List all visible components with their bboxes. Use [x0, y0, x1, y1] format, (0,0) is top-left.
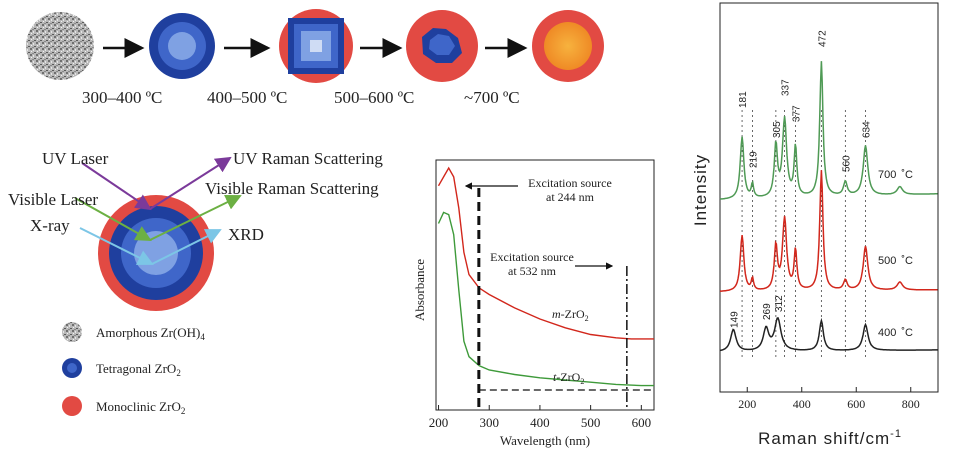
raman-temp-500: 500 ˚C	[878, 255, 913, 267]
xray-arrow	[79, 227, 154, 265]
xray-label: X-ray	[30, 216, 70, 235]
probe-diagram: UV Laser UV Raman Scattering Visible Las…	[8, 149, 383, 311]
raman-ylabel: Intensity	[691, 154, 710, 226]
absorbance-tick-label: 200	[429, 415, 449, 430]
mixed-particle-square	[279, 9, 353, 83]
uv-raman-label: UV Raman Scattering	[233, 149, 383, 168]
amorphous-particle	[26, 12, 94, 80]
raman-peak-guides	[741, 110, 866, 360]
series-m-zro2-line	[437, 166, 654, 340]
excitation-532-line2: at 532 nm	[508, 264, 557, 278]
absorbance-tick-label: 600	[632, 415, 652, 430]
tetragonal-particle	[149, 13, 215, 79]
raman-700c-spectrum	[719, 61, 938, 200]
uv-laser-label: UV Laser	[42, 149, 109, 168]
raman-peak-label: 472	[817, 30, 828, 47]
raman-tick-label: 600	[847, 397, 865, 411]
step-label-1: 300–400 ºC	[82, 88, 162, 107]
absorbance-xlabel: Wavelength (nm)	[500, 433, 590, 448]
raman-peak-label-400: 269	[762, 303, 773, 320]
raman-tick-label: 200	[738, 397, 756, 411]
phase-legend: Amorphous Zr(OH)4 Tetragonal ZrO2 Monocl…	[62, 322, 205, 416]
raman-tick-label: 800	[902, 397, 920, 411]
raman-500c-spectrum	[719, 170, 938, 292]
excitation-532-line1: Excitation source	[490, 250, 574, 264]
raman-x-ticks: 200 400 600 800	[738, 387, 920, 411]
legend-tetragonal-label: Tetragonal ZrO2	[96, 361, 181, 378]
raman-peak-label: 634	[862, 121, 873, 138]
mixed-particle-blob	[406, 10, 478, 82]
series-t-zro2-line	[437, 211, 654, 387]
absorbance-ylabel: Absorbance	[412, 259, 427, 321]
step-label-2: 400–500 ºC	[207, 88, 287, 107]
uv-raman-arrow	[149, 156, 232, 210]
xrd-label: XRD	[228, 225, 264, 244]
raman-temp-400: 400 ˚C	[878, 327, 913, 339]
raman-peak-label: 337	[781, 79, 792, 96]
raman-peak-label: 219	[748, 151, 759, 168]
raman-peak-label: 305	[772, 121, 783, 138]
step-label-4: ~700 ºC	[464, 88, 520, 107]
raman-chart: 200 400 600 800 181 219 305 337 377 472 560 634 149…	[691, 2, 939, 448]
legend-monoclinic-label: Monoclinic ZrO2	[96, 399, 185, 416]
series-m-zro2-label: m-ZrO2	[552, 307, 589, 323]
raman-400c-spectrum	[719, 317, 938, 352]
absorbance-plot-frame	[435, 159, 655, 411]
visible-laser-arrow	[74, 197, 152, 241]
raman-peak-labels: 181 219 305 337 377 472 560 634 149 269 312	[729, 30, 872, 328]
raman-tick-label: 400	[793, 397, 811, 411]
raman-peak-label: 560	[841, 155, 852, 172]
raman-temp-700: 700 ˚C	[878, 169, 913, 181]
absorbance-tick-label: 500	[581, 415, 601, 430]
series-t-zro2-label: t-ZrO2	[553, 370, 584, 386]
raman-plot-frame	[719, 2, 939, 393]
legend-amorphous-label: Amorphous Zr(OH)4	[96, 325, 205, 342]
excitation-244-line2: at 244 nm	[546, 190, 595, 204]
raman-peak-label-400: 312	[774, 295, 785, 312]
raman-peak-label-400: 149	[729, 311, 740, 328]
excitation-244-line1: Excitation source	[528, 176, 612, 190]
legend-tetragonal-icon-inner	[67, 363, 77, 373]
step-label-3: 500–600 ºC	[334, 88, 414, 107]
raman-xlabel: Raman shift/cm-1	[758, 428, 902, 448]
monoclinic-particle	[532, 10, 604, 82]
absorbance-chart: 200 300 400 500 600 Wavelength (nm) Absorban…	[412, 159, 655, 448]
raman-peak-label: 377	[791, 105, 802, 122]
legend-amorphous-icon	[62, 322, 82, 342]
uv-laser-arrow	[81, 162, 152, 211]
absorbance-x-ticks: 200 300 400 500 600	[429, 405, 651, 430]
visible-raman-label: Visible Raman Scattering	[205, 179, 379, 198]
visible-laser-label: Visible Laser	[8, 190, 98, 209]
raman-peak-label: 181	[738, 91, 749, 108]
absorbance-tick-label: 400	[530, 415, 550, 430]
phase-sequence: 300–400 ºC 400–500 ºC 500–600 ºC ~700 ºC	[26, 9, 604, 107]
absorbance-tick-label: 300	[479, 415, 499, 430]
xrd-arrow	[151, 229, 222, 265]
visible-raman-arrow	[149, 194, 242, 241]
legend-monoclinic-icon	[62, 396, 82, 416]
